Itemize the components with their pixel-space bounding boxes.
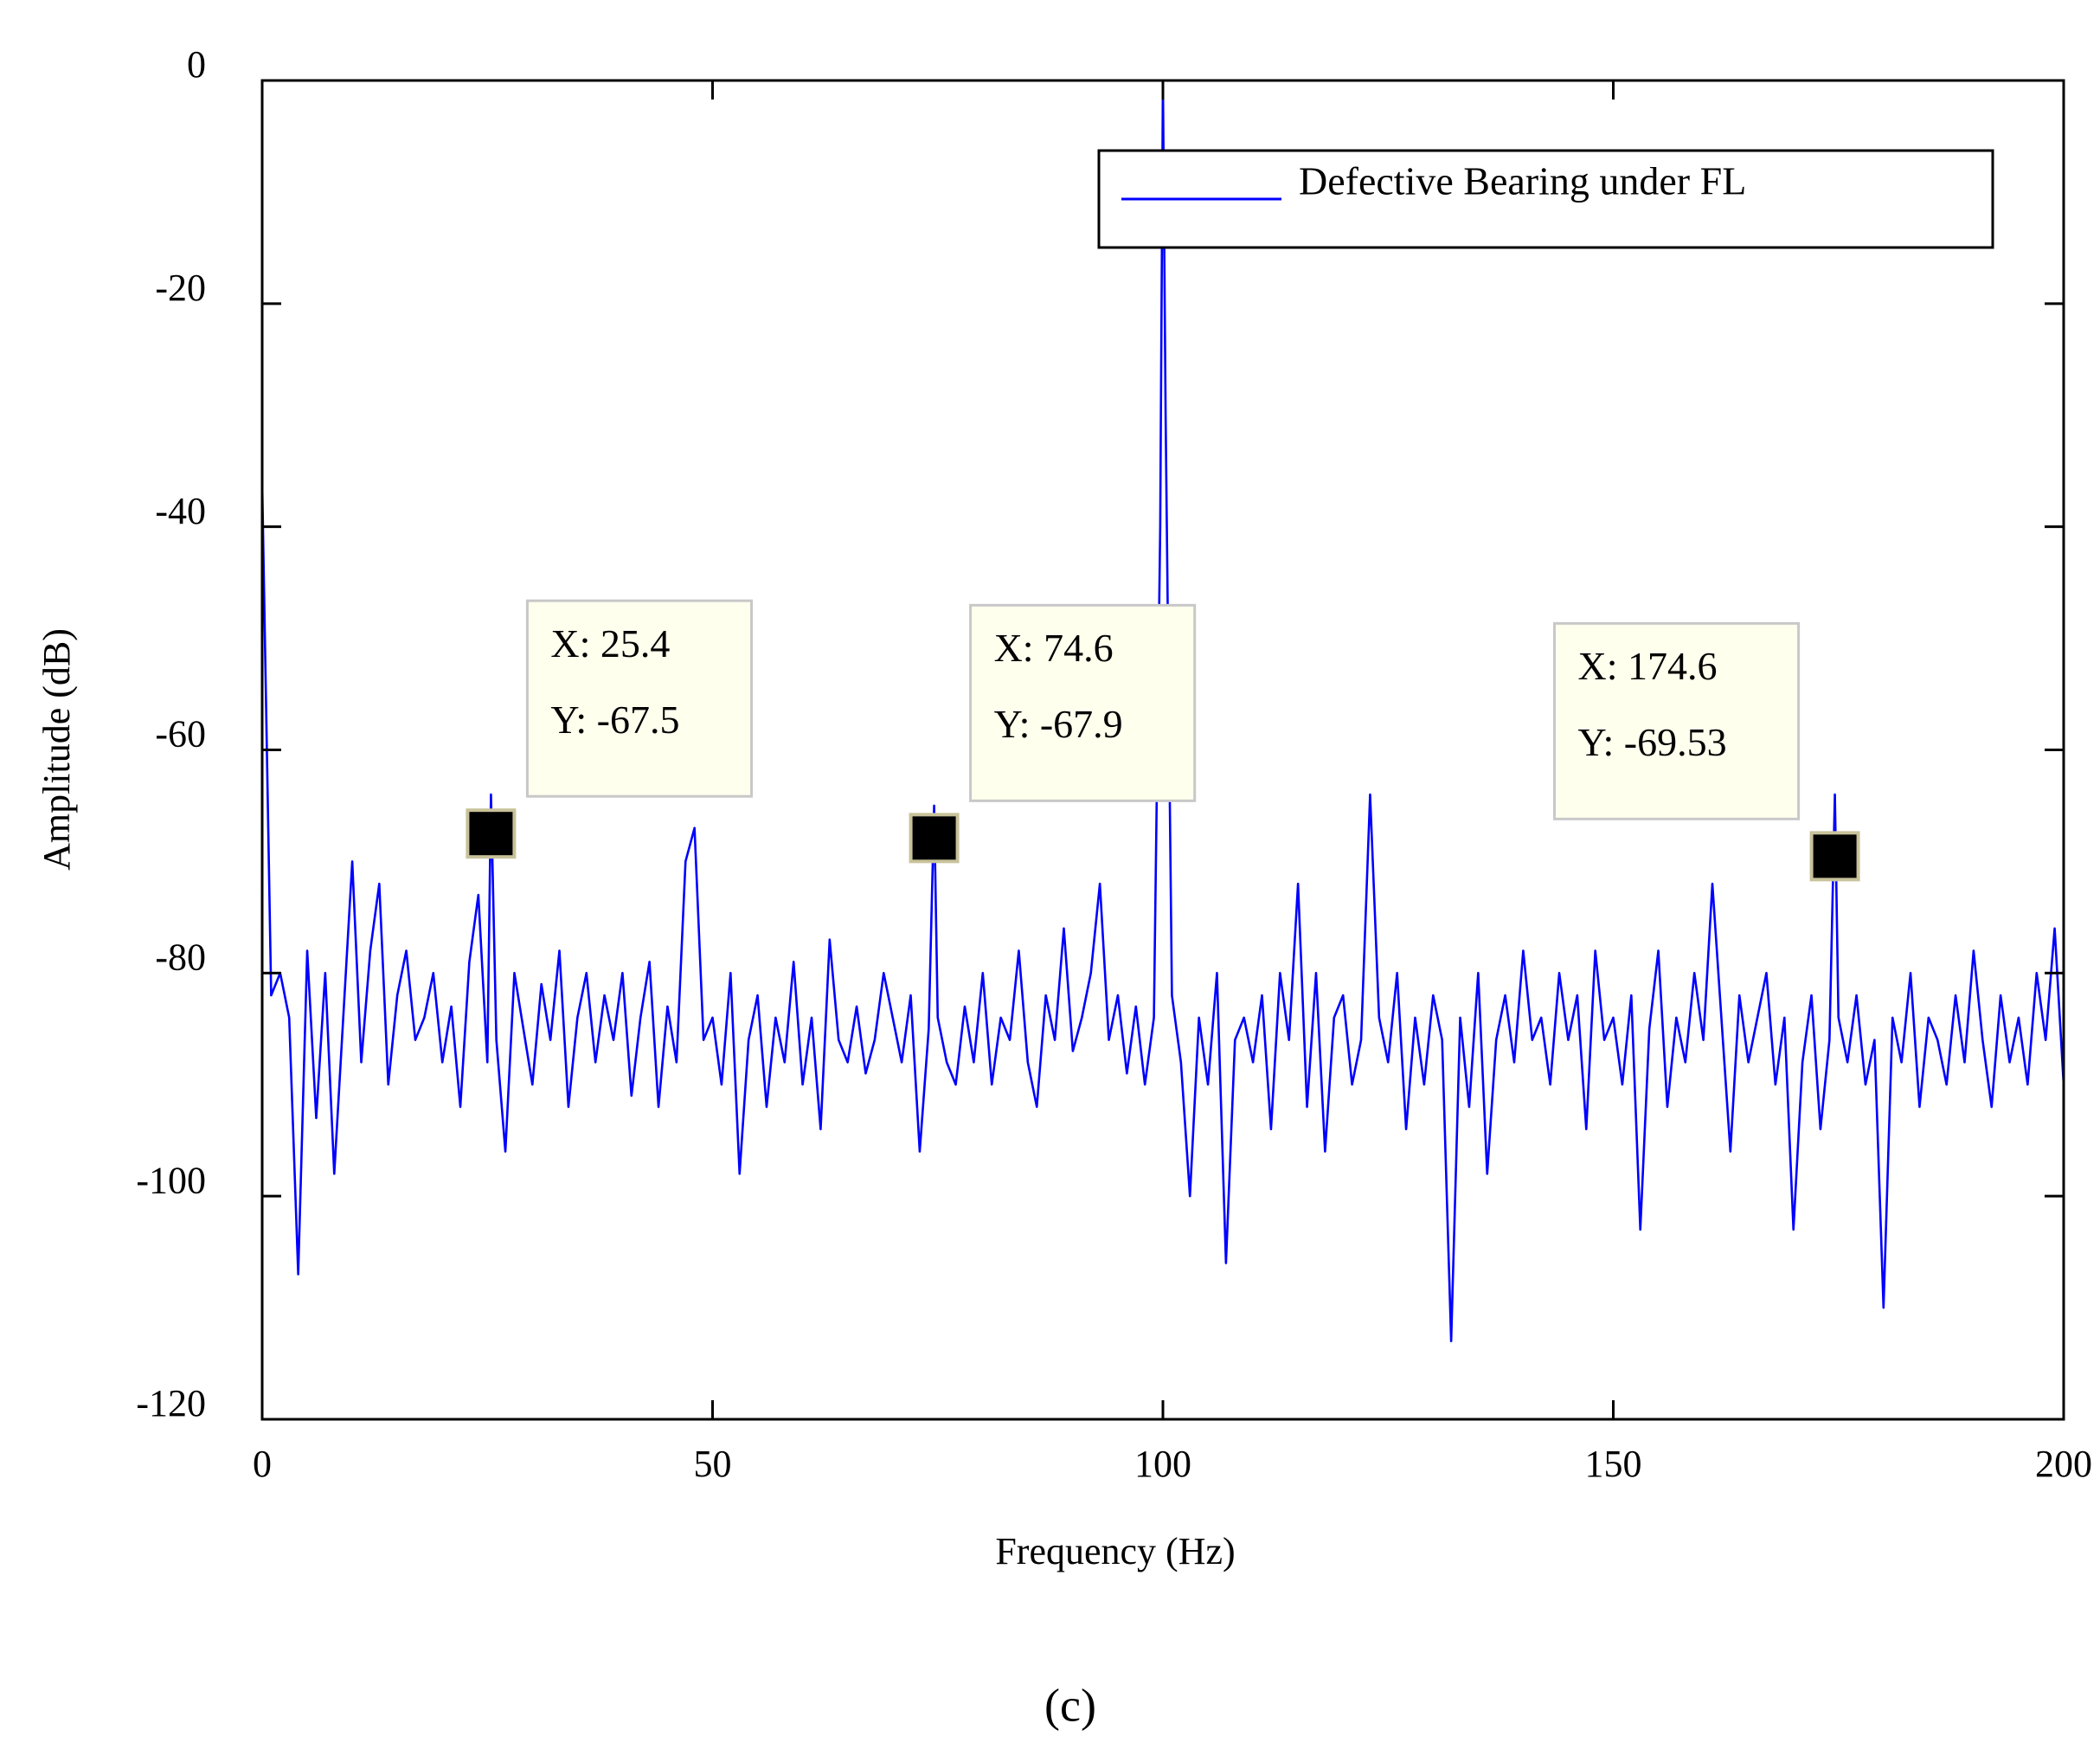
data-tip: X: 25.4 Y: -67.5: [525, 599, 754, 798]
y-tick-label: 0: [187, 43, 206, 86]
data-tip-y: Y: -67.5: [550, 698, 679, 742]
x-tick-label: 200: [2035, 1443, 2092, 1485]
data-tip: X: 74.6 Y: -67.9: [969, 603, 1197, 802]
legend-label: Defective Bearing under FL: [1299, 159, 1746, 203]
data-tip-x: X: 74.6: [994, 626, 1114, 670]
y-axis-label: Amplitude (dB): [35, 628, 78, 871]
x-tick-label: 0: [253, 1443, 272, 1485]
data-tip-box: [969, 603, 1197, 802]
x-tick-label: 150: [1585, 1443, 1642, 1485]
x-axis-label: Frequency (Hz): [995, 1530, 1235, 1572]
data-tip-x: X: 174.6: [1577, 644, 1717, 688]
y-tick-label: -60: [155, 713, 206, 756]
data-tip: X: 174.6 Y: -69.53: [1552, 621, 1801, 820]
data-tip-marker: [1809, 831, 1860, 882]
series-line: [262, 80, 2064, 1343]
x-tick-label: 100: [1134, 1443, 1191, 1485]
y-tick-label: -100: [136, 1159, 206, 1201]
y-tick-label: -20: [155, 267, 206, 309]
caption: (c): [1044, 1679, 1096, 1731]
data-tip-box: [1552, 621, 1801, 820]
y-tick-label: -40: [155, 490, 206, 532]
y-tick-label: -120: [136, 1382, 206, 1424]
data-tip-box: [525, 599, 754, 798]
data-tip-marker: [909, 813, 960, 864]
data-tip-x: X: 25.4: [550, 621, 670, 666]
y-tick-label: -80: [155, 936, 206, 978]
x-tick-label: 50: [694, 1443, 732, 1485]
data-tip-y: Y: -67.9: [994, 702, 1123, 746]
data-tip-y: Y: -69.53: [1577, 720, 1726, 764]
data-tip-marker: [466, 808, 517, 859]
